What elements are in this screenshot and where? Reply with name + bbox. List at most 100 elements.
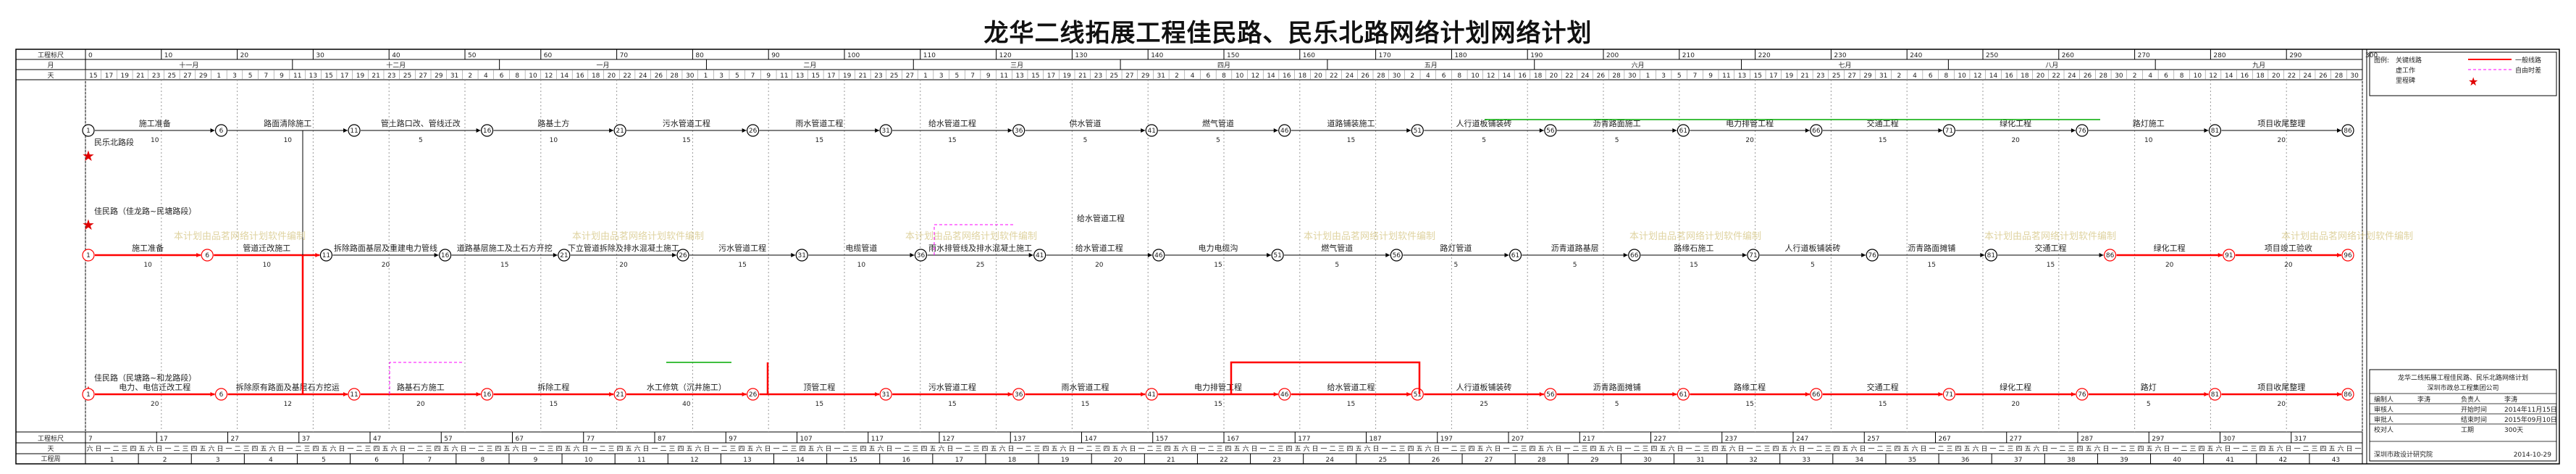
weekday-label: 一: [834, 446, 840, 453]
weekday-label: 五: [1781, 446, 1787, 453]
weekday-label: 三: [1277, 446, 1283, 453]
event-node-number: 86: [2344, 391, 2352, 399]
event-node-number: 1: [86, 391, 91, 399]
legend-title: 图例:: [2374, 56, 2389, 65]
weekday-label: 一: [1138, 446, 1144, 453]
event-node-number: 36: [1015, 391, 1023, 399]
event-node-number: 11: [350, 391, 358, 399]
weekday-label: 一: [2050, 446, 2057, 453]
arrowhead: [1273, 392, 1278, 396]
top-task-name: 燃气管道: [1202, 118, 1234, 128]
bot-task-duration: 15: [550, 401, 558, 408]
arrowhead: [1385, 253, 1390, 257]
weekday-label: 日: [1677, 445, 1683, 453]
top-tick-label: 160: [1303, 52, 1315, 59]
event-node: [1984, 249, 1997, 262]
week-label: 9: [534, 457, 538, 464]
event-node: [1810, 388, 1823, 401]
event-node-number: 56: [1393, 252, 1401, 259]
weekday-label: 四: [495, 446, 501, 453]
week-label: 39: [2120, 457, 2128, 464]
weekday-label: 一: [712, 446, 718, 453]
legend-critical: 关键线路: [2396, 56, 2422, 65]
weekday-label: 四: [2076, 446, 2083, 453]
event-node: [1677, 388, 1690, 401]
bot-task-name: 沥青路面摊铺: [1593, 382, 1641, 392]
top-task-name: 交通工程: [1867, 118, 1899, 128]
arrowhead: [2337, 253, 2341, 257]
bottom-tick-label: 157: [1156, 436, 1168, 443]
week-label: 23: [1272, 457, 1280, 464]
top-task-name: 绿化工程: [2000, 118, 2031, 128]
month-label: 六月: [1632, 61, 1645, 70]
day-label: 19: [1062, 72, 1071, 80]
arrowhead: [2337, 392, 2341, 396]
bottom-tick-label: 187: [1369, 436, 1382, 443]
weekday-label: 五: [625, 446, 632, 453]
day-label: 12: [545, 72, 553, 80]
weekday-label: 二: [1329, 446, 1335, 453]
weekday-label: 六: [330, 444, 336, 453]
weekday-label: 三: [1946, 446, 1952, 453]
top-tick-label: 10: [164, 52, 173, 59]
day-label: 12: [2209, 72, 2217, 80]
day-label: 20: [1550, 72, 1558, 80]
weekday-label: 一: [104, 446, 110, 453]
top-tick-label: 30: [316, 52, 324, 59]
top-task-duration: 15: [682, 137, 690, 144]
day-label: 9: [280, 72, 284, 80]
day-label: 27: [1848, 72, 1856, 80]
day-label: 20: [2272, 72, 2281, 80]
top-tick-label: 150: [1227, 52, 1239, 59]
day-label: 31: [1157, 72, 1165, 80]
mid-task-name: 管道迁改施工: [243, 243, 290, 253]
day-label: 11: [293, 72, 301, 80]
event-node-number: 46: [1280, 391, 1289, 399]
mid-task-duration: 15: [738, 262, 746, 269]
weekday-label: 四: [434, 446, 440, 453]
week-label: 36: [1961, 457, 1970, 464]
bot-task-duration: 20: [416, 401, 425, 408]
weekday-label: 四: [1164, 446, 1170, 453]
top-task-name: 人行道板铺装砖: [1456, 118, 1512, 128]
titleblock-project: 龙华二线拓展工程佳民路、民乐北路网络计划: [2398, 373, 2528, 382]
top-task-duration: 10: [284, 137, 293, 144]
weekday-label: 二: [1025, 446, 1031, 453]
day-label: 24: [2303, 72, 2312, 80]
arrowhead: [343, 392, 348, 396]
weekday-label: 一: [1685, 446, 1692, 453]
weekday-label: 日: [2285, 445, 2291, 453]
weekday-label: 日: [1190, 445, 1196, 453]
day-label: 22: [2052, 72, 2060, 80]
arrowhead: [1539, 128, 1544, 133]
weekday-label: 四: [2137, 446, 2144, 453]
weekday-label: 日: [764, 445, 771, 453]
week-label: 10: [584, 457, 593, 464]
day-label: 27: [419, 72, 427, 80]
event-node: [1012, 124, 1025, 137]
day-label: 27: [1125, 72, 1133, 80]
event-node-number: 46: [1154, 252, 1163, 259]
bottom-tick-label: 237: [1725, 436, 1737, 443]
day-label: 21: [859, 72, 867, 80]
bottom-tick-label: 287: [2081, 436, 2093, 443]
bot-task-name: 雨水管道工程: [1061, 382, 1109, 392]
event-node: [1145, 388, 1158, 401]
row-label-week: 工程周: [41, 455, 60, 463]
day-label: 26: [2084, 72, 2092, 80]
weekday-label: 六: [1911, 444, 1918, 453]
mid-task-name: 交通工程: [2034, 243, 2066, 253]
week-label: 33: [1803, 457, 1811, 464]
event-node: [1677, 124, 1690, 137]
top-task-name: 项目收尾整理: [2257, 118, 2305, 128]
watermark-text: 本计划由品茗网络计划软件编制: [572, 230, 704, 242]
event-node: [1942, 124, 1956, 137]
weekday-label: 三: [1094, 446, 1101, 453]
event-node-number: 31: [881, 391, 889, 399]
weekday-label: 日: [2042, 445, 2048, 453]
weekday-label: 四: [312, 446, 319, 453]
day-label: 17: [105, 72, 113, 80]
day-label: 13: [796, 72, 804, 80]
arrowhead: [2071, 392, 2076, 396]
bot-task-duration: 20: [2278, 401, 2286, 408]
